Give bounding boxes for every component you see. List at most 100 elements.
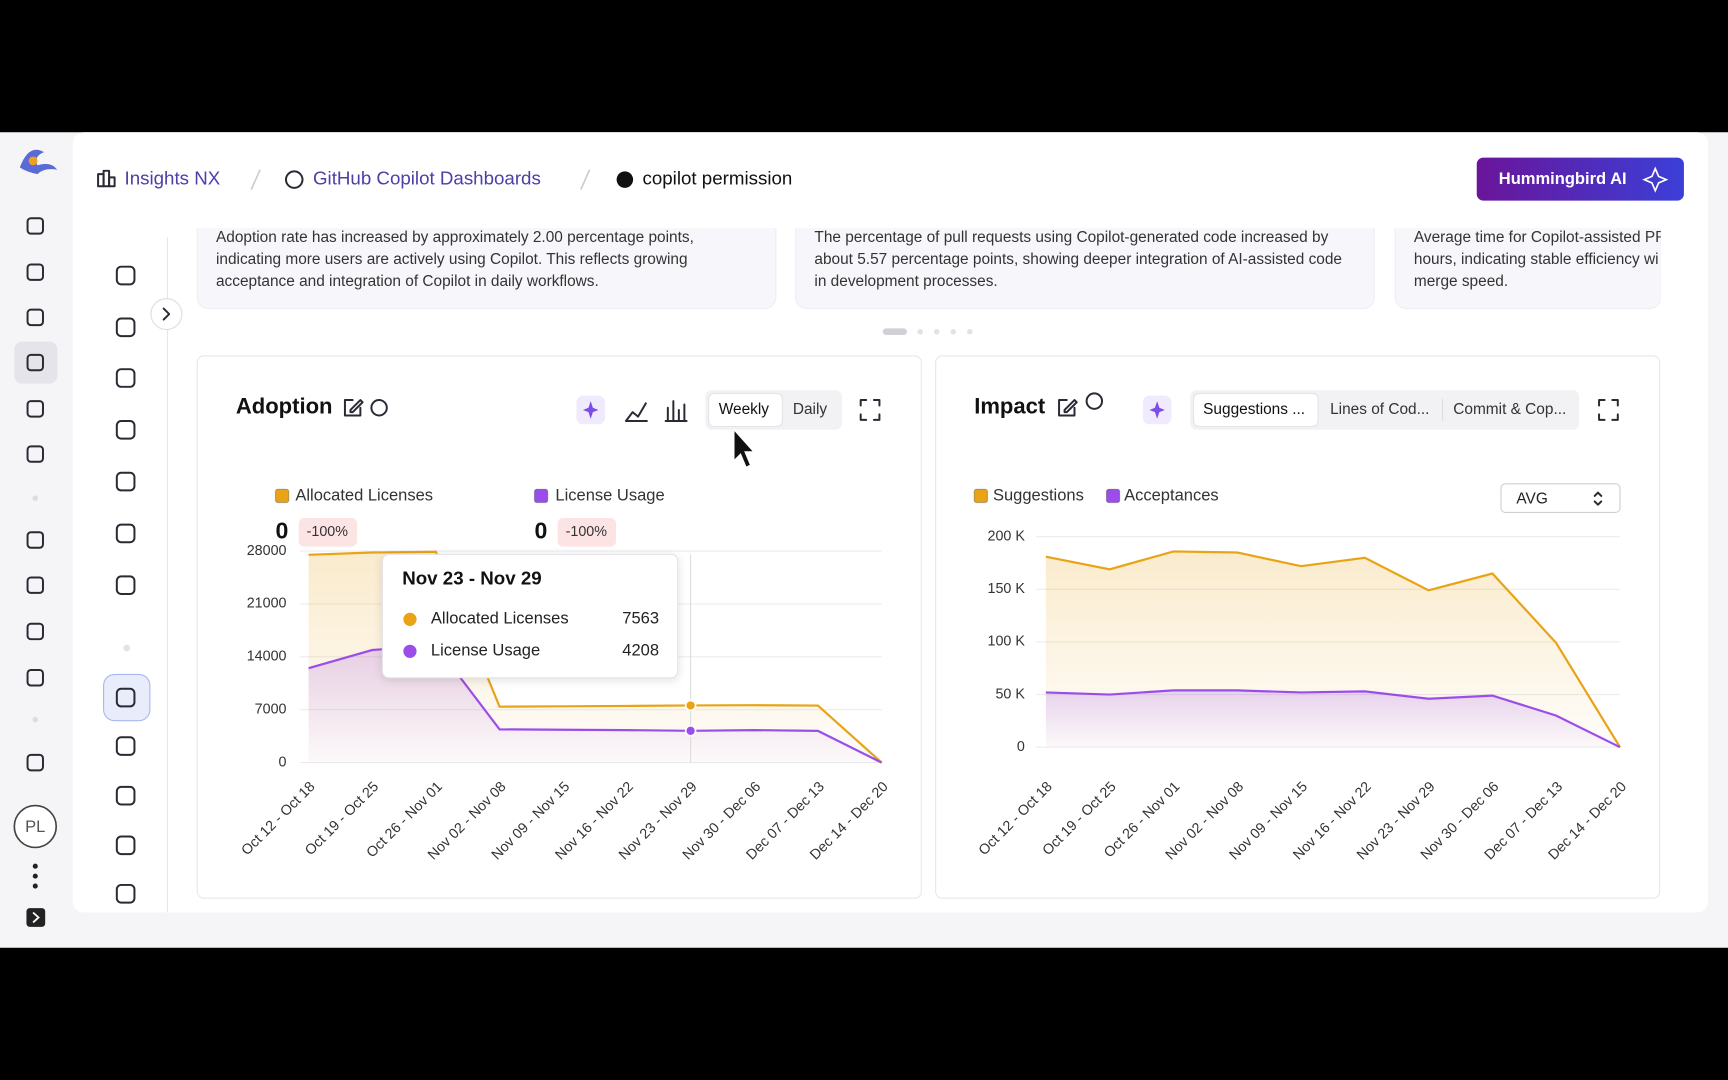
legend-swatch bbox=[1105, 488, 1121, 504]
insight-text: in development processes. bbox=[814, 273, 997, 290]
tooltip-label: License Usage bbox=[431, 641, 540, 660]
nav-icon[interactable] bbox=[115, 835, 136, 856]
change-label: -100% bbox=[566, 524, 608, 540]
nav-icon[interactable] bbox=[115, 471, 136, 492]
github-icon bbox=[284, 170, 304, 189]
nav-icon[interactable] bbox=[115, 419, 136, 440]
breadcrumb[interactable]: Insights NX bbox=[125, 168, 221, 189]
panel-title: Adoption bbox=[236, 394, 333, 419]
toggle-selected bbox=[708, 392, 783, 428]
nav-dot bbox=[32, 495, 39, 501]
y-tick-label: 21000 bbox=[247, 596, 287, 612]
legend-stat: 0 bbox=[276, 517, 289, 543]
insight-text: indicating more users are actively using… bbox=[216, 251, 688, 268]
tab[interactable]: Lines of Cod... bbox=[1330, 401, 1429, 418]
nav-icon[interactable] bbox=[26, 353, 44, 372]
separator bbox=[580, 169, 591, 190]
insight-card bbox=[1394, 228, 1661, 310]
y-tick-label: 100 K bbox=[987, 634, 1025, 650]
tooltip bbox=[381, 553, 679, 679]
nav-icon[interactable] bbox=[26, 753, 44, 772]
nav-icon[interactable] bbox=[26, 263, 44, 281]
tooltip-label: Allocated Licenses bbox=[431, 609, 569, 628]
pager[interactable] bbox=[882, 328, 973, 336]
change-pill bbox=[557, 517, 617, 547]
ai-button[interactable] bbox=[1476, 157, 1684, 201]
more-menu[interactable] bbox=[32, 863, 38, 889]
nav-icon[interactable] bbox=[115, 575, 136, 595]
nav-active-bg bbox=[103, 673, 151, 722]
breadcrumb[interactable]: GitHub Copilot Dashboards bbox=[313, 168, 541, 189]
insight-text: hours, indicating stable efficiency wi bbox=[1414, 251, 1659, 268]
nav-icon[interactable] bbox=[115, 523, 136, 544]
separator bbox=[250, 169, 261, 190]
info-icon[interactable] bbox=[370, 399, 388, 417]
tab[interactable]: Suggestions ... bbox=[1203, 401, 1305, 418]
nav-icon[interactable] bbox=[115, 265, 136, 286]
nav-icon[interactable] bbox=[26, 217, 44, 235]
expand-sidebar[interactable] bbox=[150, 298, 183, 331]
ai-button-label: Hummingbird AI bbox=[1499, 169, 1627, 188]
area bbox=[1045, 690, 1620, 748]
tooltip-swatch bbox=[403, 644, 417, 658]
hover-point bbox=[684, 725, 697, 737]
tooltip-title: Nov 23 - Nov 29 bbox=[402, 568, 541, 589]
tab[interactable]: Commit & Cop... bbox=[1453, 401, 1566, 418]
nav-icon[interactable] bbox=[26, 669, 44, 687]
nav-icon[interactable] bbox=[115, 883, 136, 904]
line-chart-button[interactable] bbox=[624, 402, 648, 422]
insight-text: The percentage of pull requests using Co… bbox=[814, 229, 1328, 246]
legend-stat: 0 bbox=[534, 517, 547, 543]
nav-icon[interactable] bbox=[115, 736, 136, 756]
edit-icon[interactable] bbox=[1058, 399, 1078, 417]
fullscreen-button[interactable] bbox=[859, 399, 881, 421]
aggregate-select[interactable] bbox=[1500, 483, 1621, 513]
select-value: AVG bbox=[1516, 490, 1547, 507]
nav-dot bbox=[123, 644, 131, 652]
legend-label[interactable]: Acceptances bbox=[1124, 485, 1219, 504]
y-tick-label: 0 bbox=[1017, 739, 1025, 755]
y-tick-label: 50 K bbox=[995, 686, 1025, 702]
nav-icon[interactable] bbox=[115, 687, 136, 708]
toggle[interactable]: Daily bbox=[793, 401, 828, 418]
bar-chart-button[interactable] bbox=[664, 400, 688, 422]
legend-label[interactable]: Allocated Licenses bbox=[295, 485, 433, 504]
github-icon bbox=[616, 171, 634, 188]
nav-active-bg bbox=[14, 341, 58, 384]
nav-icon[interactable] bbox=[115, 785, 136, 806]
collapse-rail[interactable] bbox=[26, 908, 46, 927]
tooltip-value: 7563 bbox=[622, 609, 659, 628]
legend-label[interactable]: License Usage bbox=[555, 485, 664, 504]
edit-icon[interactable] bbox=[343, 399, 364, 417]
avatar-initials: PL bbox=[25, 817, 45, 836]
nav-icon[interactable] bbox=[26, 531, 44, 549]
legend-swatch bbox=[973, 488, 988, 504]
fullscreen-button[interactable] bbox=[1598, 399, 1619, 421]
breadcrumb-current: copilot permission bbox=[642, 168, 792, 189]
nav-icon[interactable] bbox=[26, 622, 44, 641]
legend-label[interactable]: Suggestions bbox=[993, 485, 1084, 504]
toggle[interactable]: Weekly bbox=[719, 401, 770, 418]
nav-icon[interactable] bbox=[115, 368, 136, 388]
y-tick-label: 0 bbox=[279, 754, 287, 770]
insight-text: merge speed. bbox=[1414, 273, 1508, 290]
nav-icon[interactable] bbox=[26, 576, 44, 594]
y-tick-label: 14000 bbox=[247, 649, 287, 665]
y-tick-label: 7000 bbox=[255, 701, 287, 717]
panel-title: Impact bbox=[974, 394, 1046, 419]
nav-icon[interactable] bbox=[115, 317, 136, 338]
insight-text: Adoption rate has increased by approxima… bbox=[216, 229, 694, 246]
line bbox=[1045, 689, 1621, 749]
y-tick-label: 150 K bbox=[987, 581, 1025, 597]
info-icon[interactable] bbox=[1085, 392, 1104, 410]
change-label: -100% bbox=[307, 524, 349, 540]
nav-icon[interactable] bbox=[26, 445, 44, 463]
insight-card bbox=[795, 228, 1375, 310]
nav-icon[interactable] bbox=[26, 308, 44, 327]
tooltip-swatch bbox=[403, 612, 417, 626]
nav-icon[interactable] bbox=[26, 400, 44, 418]
avatar[interactable] bbox=[13, 804, 58, 849]
y-tick-label: 28000 bbox=[247, 543, 287, 559]
logo[interactable] bbox=[19, 149, 58, 175]
